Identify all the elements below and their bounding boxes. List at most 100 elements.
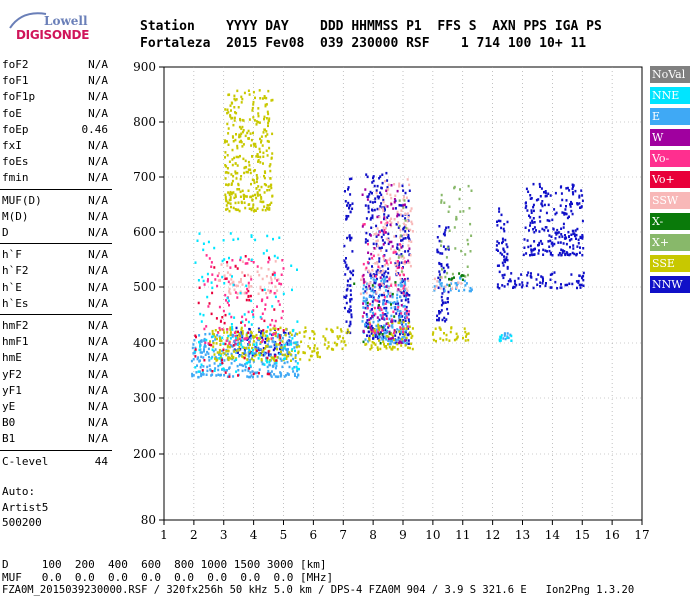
data-point-w [403, 278, 406, 281]
data-point-e [274, 366, 277, 370]
data-point-nnw [395, 234, 398, 238]
data-point-sse [239, 190, 242, 194]
data-point-w [400, 304, 403, 307]
data-point-nnw [562, 250, 565, 253]
data-point-nnw [387, 267, 390, 270]
data-point-sse [238, 133, 241, 137]
data-point-nne [200, 320, 203, 323]
data-point-sse [340, 340, 343, 343]
data-point-nnw [544, 226, 547, 229]
param-separator [0, 243, 112, 245]
data-point-nnw [400, 239, 402, 242]
data-point-vo [390, 318, 393, 321]
data-point-sse [260, 185, 263, 189]
data-point-nne [257, 357, 260, 360]
data-point-vo [263, 319, 266, 323]
y-tick-label: 500 [133, 280, 156, 294]
data-point-sse [438, 326, 441, 329]
data-point-nnw [437, 318, 440, 322]
data-point-sse [265, 96, 268, 100]
data-point-e [273, 362, 276, 365]
data-point-sse [303, 330, 306, 334]
data-point-x [467, 184, 470, 188]
data-point-sse [234, 98, 237, 102]
data-point-vo [398, 243, 401, 246]
data-point-nnw [576, 245, 579, 248]
data-point-e [294, 360, 297, 363]
data-point-ssw [274, 260, 277, 263]
data-point-nnw [371, 214, 374, 217]
data-point-nnw [382, 275, 385, 278]
data-point-nnw [577, 279, 580, 283]
data-point-ssw [372, 285, 375, 289]
data-point-e [469, 286, 472, 290]
data-point-vo [214, 278, 217, 281]
data-point-nnw [498, 264, 500, 267]
data-point-e [389, 301, 392, 304]
data-point-nnw [344, 306, 346, 310]
data-point-vo [252, 372, 255, 376]
data-point-ssw [394, 194, 397, 197]
data-point-nnw [580, 283, 583, 287]
data-point-x [440, 199, 443, 202]
data-point-e [399, 295, 402, 299]
data-point-vo [373, 306, 376, 310]
legend-item-nnw: NNW [650, 276, 690, 293]
data-point-nnw [404, 298, 407, 302]
data-point-e [364, 300, 367, 304]
data-point-e [393, 341, 396, 345]
data-point-e [506, 335, 509, 338]
data-point-x [390, 303, 392, 306]
data-point-nnw [545, 211, 548, 215]
data-point-sse [264, 171, 267, 174]
data-point-ssw [405, 196, 408, 199]
data-point-ssw [403, 195, 405, 199]
data-point-sse [229, 326, 232, 329]
data-point-nnw [559, 204, 562, 207]
data-point-sse [230, 205, 232, 209]
data-point-nne [291, 337, 294, 340]
data-point-sse [240, 175, 243, 178]
data-point-sse [248, 207, 251, 210]
data-point-sse [387, 335, 390, 338]
data-point-nnw [368, 334, 371, 338]
data-point-vo [247, 310, 250, 314]
data-point-x [460, 249, 463, 253]
data-point-vo [362, 262, 365, 266]
data-point-e [378, 335, 380, 338]
data-point-sse [264, 104, 267, 108]
data-point-nnw [541, 227, 544, 231]
data-point-vo [267, 260, 270, 264]
data-point-ssw [381, 207, 384, 210]
data-point-nnw [582, 278, 585, 282]
data-point-e [218, 353, 220, 356]
data-point-nnw [257, 327, 260, 330]
data-point-e [384, 331, 387, 335]
data-point-nnw [273, 347, 276, 350]
data-point-e [233, 359, 236, 363]
data-point-vo [280, 316, 283, 320]
data-point-sse [233, 116, 236, 120]
data-point-nnw [526, 274, 529, 277]
data-point-e [449, 288, 452, 292]
data-point-vo [260, 317, 263, 320]
data-point-nnw [402, 237, 405, 240]
data-point-ssw [390, 221, 393, 224]
data-point-sse [252, 131, 254, 135]
data-point-sse [243, 201, 246, 204]
data-point-ssw [409, 264, 412, 268]
data-point-ssw [408, 239, 411, 243]
data-point-sse [263, 95, 266, 98]
data-point-nnw [380, 229, 383, 232]
data-point-nne [245, 284, 248, 288]
data-point-e [364, 323, 366, 327]
data-point-nnw [344, 273, 347, 276]
data-point-nnw [506, 283, 509, 286]
data-point-sse [365, 342, 368, 346]
data-point-e [286, 350, 289, 353]
data-point-nnw [547, 229, 550, 232]
data-point-nnw [543, 191, 545, 194]
data-point-sse [255, 123, 258, 126]
data-point-nnw [272, 348, 275, 352]
data-point-sse [335, 344, 338, 347]
